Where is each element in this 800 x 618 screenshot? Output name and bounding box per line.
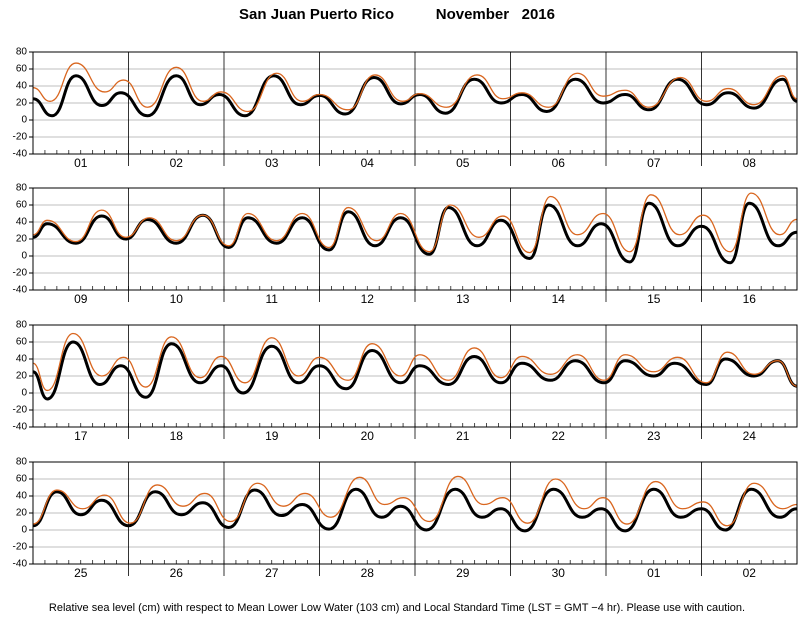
y-tick-label: 60	[16, 64, 28, 75]
observed-line	[33, 475, 797, 527]
y-tick-label: -40	[13, 285, 28, 296]
y-tick-label: -20	[13, 132, 28, 143]
day-label: 11	[266, 292, 279, 306]
day-label: 01	[74, 156, 88, 170]
day-label: 10	[170, 292, 184, 306]
day-label: 05	[456, 156, 470, 170]
day-label: 30	[552, 566, 566, 580]
plot-frame	[32, 187, 798, 291]
y-tick-label: -20	[13, 268, 28, 279]
y-tick-label: 60	[16, 474, 28, 485]
y-tick-label: 80	[16, 47, 28, 58]
day-label: 01	[647, 566, 661, 580]
day-label: 25	[74, 566, 88, 580]
observed-line	[33, 62, 797, 113]
y-tick-label: 80	[16, 183, 28, 194]
day-label: 27	[265, 566, 279, 580]
y-tick-label: 20	[16, 98, 28, 109]
day-label: 02	[170, 156, 184, 170]
day-label: 24	[743, 429, 757, 443]
y-tick-label: -40	[13, 559, 28, 570]
y-tick-label: -40	[13, 149, 28, 160]
day-label: 23	[647, 429, 661, 443]
y-tick-label: 20	[16, 371, 28, 382]
caption: Relative sea level (cm) with respect to …	[49, 602, 745, 614]
observed-line	[33, 192, 797, 254]
y-tick-label: -40	[13, 422, 28, 433]
panel: -40 -20 0 20 40 60 80 17 18 19 20 21 22 23 24	[13, 320, 798, 443]
plot-frame	[32, 461, 798, 565]
day-label: 07	[647, 156, 661, 170]
panel: -40 -20 0 20 40 60 80 09 10 11 12 13 14 15 16	[13, 183, 798, 306]
plot-frame	[32, 324, 798, 428]
day-label: 20	[361, 429, 375, 443]
y-tick-label: 40	[16, 354, 28, 365]
day-label: 28	[361, 566, 375, 580]
panel: -40 -20 0 20 40 60 80 01 02 03 04 05 06 07 08	[13, 47, 798, 170]
day-label: 02	[743, 566, 757, 580]
y-tick-label: 40	[16, 81, 28, 92]
day-label: 14	[552, 292, 566, 306]
y-tick-label: -20	[13, 405, 28, 416]
y-tick-label: 80	[16, 457, 28, 468]
y-tick-label: 0	[21, 251, 27, 262]
y-tick-label: 60	[16, 337, 28, 348]
plot-frame	[32, 51, 798, 155]
day-label: 19	[265, 429, 279, 443]
y-tick-label: 0	[21, 525, 27, 536]
day-label: 12	[361, 292, 375, 306]
observed-line	[33, 332, 797, 392]
y-tick-label: 20	[16, 234, 28, 245]
y-tick-label: -20	[13, 542, 28, 553]
day-label: 22	[552, 429, 566, 443]
day-label: 09	[74, 292, 88, 306]
day-label: 21	[456, 429, 470, 443]
y-tick-label: 60	[16, 200, 28, 211]
y-tick-label: 0	[21, 115, 27, 126]
y-tick-label: 80	[16, 320, 28, 331]
day-label: 17	[74, 429, 88, 443]
y-tick-label: 20	[16, 508, 28, 519]
day-label: 06	[552, 156, 566, 170]
y-tick-label: 40	[16, 217, 28, 228]
day-label: 18	[170, 429, 184, 443]
y-tick-label: 0	[21, 388, 27, 399]
day-label: 04	[361, 156, 375, 170]
predicted-line	[33, 487, 797, 533]
day-label: 03	[265, 156, 279, 170]
day-label: 13	[456, 292, 470, 306]
day-label: 16	[743, 292, 757, 306]
chart-title: San Juan Puerto Rico November 2016	[239, 6, 555, 23]
panel: -40 -20 0 20 40 60 80 25 26 27 28 29 30 01 02	[13, 457, 798, 580]
day-label: 26	[170, 566, 184, 580]
y-tick-label: 40	[16, 491, 28, 502]
day-label: 15	[647, 292, 661, 306]
predicted-line	[33, 340, 797, 401]
predicted-line	[33, 201, 797, 265]
day-label: 29	[456, 566, 470, 580]
day-label: 08	[743, 156, 757, 170]
